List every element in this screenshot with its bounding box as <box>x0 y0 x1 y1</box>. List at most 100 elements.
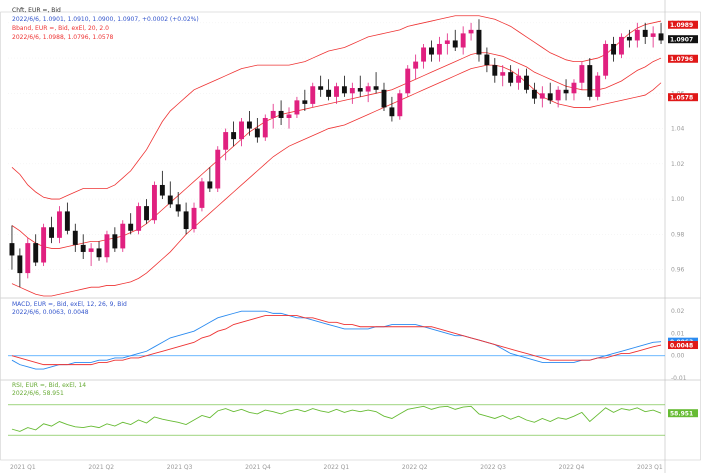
candle-body <box>207 181 213 189</box>
candle-body <box>421 47 427 62</box>
rsi-badge-bg <box>668 409 698 418</box>
candle-body <box>215 149 221 189</box>
candle-body <box>136 206 142 231</box>
candle-body <box>96 248 102 258</box>
candle-body <box>381 89 387 108</box>
rsi-badge: 58.951 <box>670 410 693 417</box>
panel-border <box>0 297 701 381</box>
candle-body <box>56 211 62 238</box>
macd-tick-label: 0.01 <box>671 330 685 337</box>
candlesticks <box>9 19 664 288</box>
candle-body <box>650 33 656 37</box>
candle-body <box>286 114 292 118</box>
candle-body <box>444 40 450 44</box>
candle-body <box>231 132 237 140</box>
price-badge-bg <box>668 93 698 102</box>
candle-body <box>80 244 86 252</box>
candle-body <box>508 72 514 83</box>
candle-body <box>278 110 284 118</box>
price-badge-bg <box>668 35 698 44</box>
candle-body <box>41 227 47 263</box>
rsi-values: 2022/6/6, 58.951 <box>12 390 64 397</box>
candle-body <box>500 72 506 76</box>
bband-values: 2022/6/6, 1.0988, 1.0796, 1.0578 <box>12 34 114 41</box>
time-tick-label: 2022 Q2 <box>402 464 428 471</box>
macd-macd-line <box>11 310 662 370</box>
candle-body <box>144 206 149 221</box>
bband-legend: Bband, EUR =, Bid, exEl, 20, 2.0 <box>12 25 109 32</box>
candle-body <box>357 88 363 92</box>
time-tick-label: 2021 Q2 <box>88 464 114 471</box>
candle-body <box>634 29 640 41</box>
candle-body <box>555 89 561 101</box>
candle-body <box>88 248 94 252</box>
candle-body <box>191 207 197 230</box>
candle-body <box>239 121 244 140</box>
candle-body <box>349 88 355 94</box>
candle-body <box>413 61 419 69</box>
macd-legend: MACD, EUR =, Bid, exEl, 12, 26, 9, Bid <box>12 301 127 308</box>
macd-values: 2022/6/6, 0.0063, 0.0048 <box>12 309 89 316</box>
candle-body <box>326 89 332 97</box>
time-axis: 2021 Q1 2021 Q2 2021 Q3 2021 Q4 2022 Q1 2022 … <box>10 464 663 471</box>
time-tick-label: 2023 Q1 <box>637 464 663 471</box>
candle-body <box>658 33 664 41</box>
macd-signal-line <box>11 315 662 366</box>
candle-body <box>603 43 609 76</box>
candle-body <box>120 223 126 249</box>
macd-badge-bg <box>668 341 698 350</box>
candle-body <box>72 230 78 245</box>
candle-body <box>531 89 537 99</box>
candle-body <box>199 181 205 208</box>
candle-body <box>365 86 371 92</box>
candle-body <box>389 107 395 117</box>
panel-border <box>0 379 701 461</box>
candle-body <box>642 29 648 37</box>
time-tick-label: 2021 Q1 <box>10 464 36 471</box>
candle-body <box>619 36 624 55</box>
candle-body <box>318 86 324 90</box>
candle-body <box>9 243 15 256</box>
candle-body <box>524 75 529 90</box>
time-tick-label: 2022 Q3 <box>480 464 506 471</box>
candle-body <box>460 33 466 48</box>
candle-body <box>294 100 300 115</box>
macd-tick-label: 0.02 <box>671 308 685 315</box>
candle-body <box>183 211 189 230</box>
rsi-panel <box>8 404 665 436</box>
price-badge: 1.0578 <box>670 94 693 101</box>
candle-body <box>302 100 308 104</box>
price-axis: 1.101.081.061.041.021.000.980.960.020.01… <box>668 20 698 418</box>
price-badge: 1.0989 <box>670 22 693 29</box>
candle-body <box>159 184 165 196</box>
candle-body <box>25 243 31 274</box>
candle-body <box>547 93 553 101</box>
time-tick-label: 2022 Q4 <box>559 464 585 471</box>
time-tick-label: 2021 Q3 <box>167 464 193 471</box>
candle-body <box>270 110 276 118</box>
candle-body <box>492 65 498 76</box>
ohlc-label: 2022/6/6, 1.0901, 1.0910, 1.0900, 1.0907… <box>12 16 199 23</box>
candle-body <box>436 43 442 55</box>
candle-body <box>516 75 522 83</box>
candle-body <box>373 86 379 90</box>
price-tick-label: 0.98 <box>671 231 685 238</box>
candle-body <box>626 36 632 41</box>
bb-upper-line <box>11 15 662 200</box>
candle-body <box>429 47 434 55</box>
candle-body <box>579 65 585 83</box>
candle-body <box>587 65 593 97</box>
candle-body <box>151 184 157 221</box>
candle-body <box>310 86 316 104</box>
candle-body <box>468 29 474 34</box>
candle-body <box>262 117 268 138</box>
candle-body <box>405 68 411 94</box>
time-tick-label: 2022 Q1 <box>324 464 350 471</box>
macd-panel <box>8 310 665 370</box>
price-tick-label: 1.00 <box>671 196 685 203</box>
candle-body <box>595 75 601 97</box>
price-badge-bg <box>668 54 698 63</box>
price-tick-label: 0.96 <box>671 267 685 274</box>
candle-body <box>254 128 260 138</box>
